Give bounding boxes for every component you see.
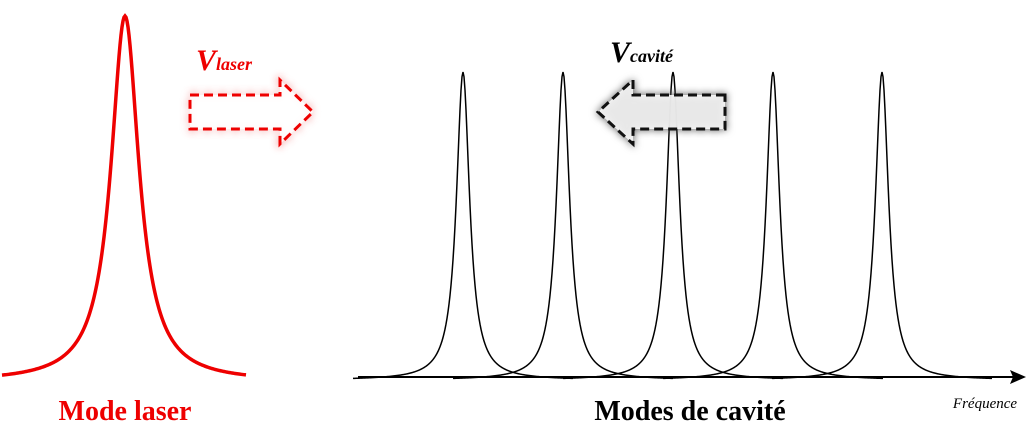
laser-label: Vlaser: [196, 44, 253, 77]
laser-arrow: [188, 76, 316, 148]
curves: [1, 13, 993, 380]
cavity-caption: Modes de cavité: [594, 396, 785, 426]
laser-caption: Mode laser: [59, 396, 192, 426]
cavity-symbol: V: [610, 36, 633, 69]
cavity-mode-curve: [352, 71, 574, 380]
axis-arrowhead: [1010, 370, 1026, 384]
laser-mode-curve: [1, 13, 247, 377]
cavity-arrow: [595, 76, 727, 148]
cavity-label: Vcavité: [610, 36, 674, 69]
laser-symbol: V: [196, 44, 219, 77]
cavity-mode-curve: [771, 71, 993, 380]
axis-label: Fréquence: [952, 396, 1017, 412]
cavity-subscript: cavité: [630, 46, 674, 66]
laser-subscript: laser: [216, 54, 253, 74]
